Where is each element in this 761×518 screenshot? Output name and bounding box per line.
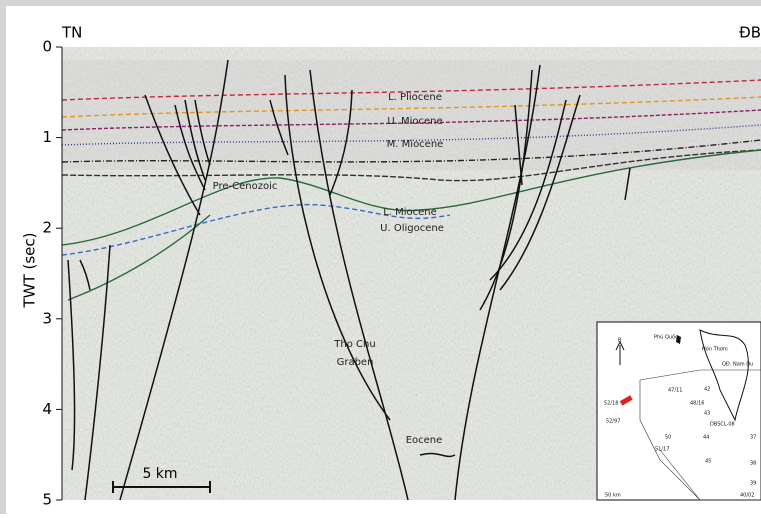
island	[676, 335, 681, 344]
y-axis-label: TWT (sec)	[21, 233, 39, 309]
annotation: U. Oligocene	[380, 223, 444, 234]
inset-map: Phú Quốc Hòn Thơm QĐ. Nam Du 47/11 42 48/16 52…	[596, 321, 761, 501]
inset-label: 52/97	[606, 419, 620, 425]
scale-bar-label: 5 km	[142, 466, 177, 482]
y-tick-label: 5	[42, 491, 52, 509]
block-line	[659, 449, 701, 501]
inset-label: 52/18	[604, 401, 618, 407]
inset-label: 39	[750, 481, 756, 487]
annotation: Graben	[337, 357, 374, 368]
right-label: ĐB	[739, 24, 761, 42]
inset-label: QĐ. Nam Du	[722, 362, 753, 368]
inset-label: 50	[665, 435, 671, 441]
inset-label: B	[618, 338, 622, 344]
profile-location	[619, 395, 633, 406]
annotation: Eocene	[406, 435, 443, 446]
inset-label: 37	[750, 435, 756, 441]
y-tick-label: 2	[42, 219, 52, 237]
inset-label: 51/17	[655, 447, 669, 453]
left-label: TN	[61, 24, 82, 42]
horizons	[61, 79, 761, 301]
inset-label: 43	[704, 411, 710, 417]
inset-label: 44	[703, 435, 709, 441]
inset-label: 38	[750, 461, 756, 467]
y-tick-label: 3	[42, 309, 52, 327]
y-tick-label: 4	[42, 400, 52, 418]
y-tick-label: 0	[42, 38, 52, 56]
inset-label: 40/02	[740, 493, 754, 499]
inset-label: DBSCL-08	[710, 422, 735, 428]
annotation: M. Miocene	[387, 139, 444, 150]
inset-label: 50 km	[605, 493, 621, 499]
blocks	[639, 369, 761, 501]
inset-label: Hòn Thơm	[702, 346, 728, 353]
annotation: L. Miocene	[383, 207, 437, 218]
inset-label: 47/11	[668, 388, 682, 394]
inset-label: 48/16	[690, 401, 704, 407]
inset-label: 45	[705, 459, 711, 465]
annotation: U. Miocene	[387, 116, 442, 127]
y-ticks: 0 1 2 3 4 5	[42, 38, 62, 509]
faults	[67, 59, 631, 501]
annotation: Tho Chu	[333, 339, 375, 350]
annotation: Pre-Cenozoic	[213, 181, 278, 192]
annotation: L. Pliocene	[388, 92, 442, 103]
eocene-horizon	[419, 452, 456, 458]
inset-label: 42	[704, 387, 710, 393]
y-tick-label: 1	[42, 128, 52, 146]
north-arrowhead	[615, 340, 625, 351]
reflector-band	[62, 60, 761, 170]
coast	[699, 329, 749, 422]
inset-label: Phú Quốc	[654, 334, 678, 341]
